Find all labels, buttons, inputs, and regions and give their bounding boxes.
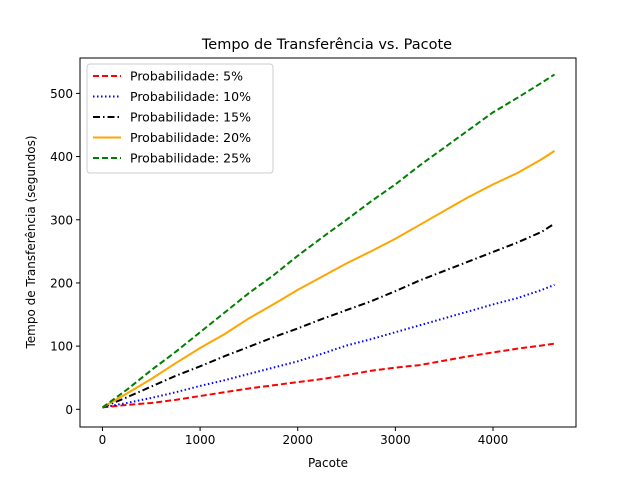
series-lines (101, 73, 556, 409)
legend-label-5: Probabilidade: 25% (130, 151, 251, 166)
x-tick-label: 4000 (478, 433, 509, 447)
legend: Probabilidade: 5% Probabilidade: 10% Proba… (86, 63, 274, 174)
y-tick-label: 400 (50, 150, 73, 164)
x-axis-ticks: 0 1000 2000 3000 4000 (99, 427, 509, 447)
legend-box (86, 63, 274, 174)
y-tick-label: 200 (50, 276, 73, 290)
y-tick-label: 0 (65, 403, 73, 417)
x-axis-label: Pacote (308, 456, 348, 470)
series-line-5 (101, 73, 556, 409)
chart-title: Tempo de Transferência vs. Pacote (201, 37, 452, 53)
y-axis-ticks: 0 100 200 300 400 500 (50, 87, 80, 417)
y-tick-label: 500 (50, 87, 73, 101)
y-tick-label: 100 (50, 340, 73, 354)
plot-frame (79, 57, 577, 428)
series-line-3 (102, 222, 556, 409)
legend-label-1: Probabilidade: 5% (130, 69, 243, 84)
legend-label-2: Probabilidade: 10% (130, 89, 251, 104)
x-tick-label: 3000 (380, 433, 411, 447)
x-tick-label: 0 (99, 433, 107, 447)
legend-label-3: Probabilidade: 15% (130, 110, 251, 125)
x-tick-label: 1000 (185, 433, 216, 447)
series-line-4 (101, 150, 556, 409)
series-line-1 (102, 342, 555, 409)
legend-label-4: Probabilidade: 20% (130, 130, 251, 145)
y-axis-label: Tempo de Transferência (segundos) (24, 135, 38, 349)
x-tick-label: 2000 (282, 433, 313, 447)
y-tick-label: 300 (50, 213, 73, 227)
